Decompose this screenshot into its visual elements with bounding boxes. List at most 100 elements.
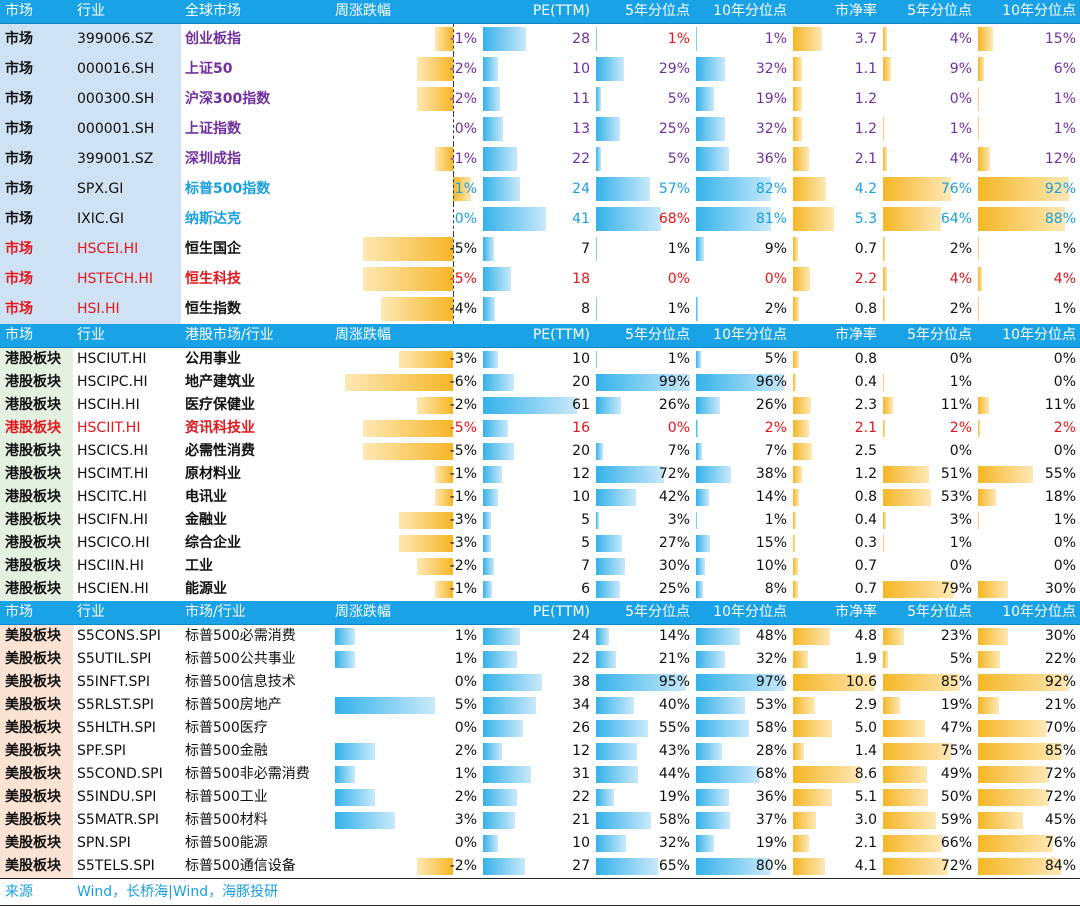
pb-10y-percentile-cell-bar bbox=[978, 720, 1048, 737]
weekly-change-axis bbox=[453, 204, 454, 234]
pe-cell-bar bbox=[483, 207, 547, 231]
name-cell: 恒生指数 bbox=[185, 301, 241, 317]
pb-cell: 0.8 bbox=[791, 348, 881, 372]
pe-cell-bar bbox=[483, 743, 502, 760]
pb-cell: 0.4 bbox=[791, 371, 881, 394]
pe-5y-percentile-cell: 57% bbox=[594, 174, 694, 204]
category-cell: 市场 bbox=[0, 54, 73, 84]
table-row: 市场 399006.SZ 创业板指 -1% 28 1% 1% 3.7 4% 15% bbox=[0, 23, 1080, 55]
name-cell: 标普500材料 bbox=[185, 812, 268, 828]
pe-cell: 6 bbox=[481, 578, 594, 601]
weekly-change-axis bbox=[453, 234, 454, 264]
weekly-change-bar bbox=[417, 858, 453, 875]
pb-10y-percentile-cell-bar bbox=[978, 489, 996, 506]
weekly-change-value: -3% bbox=[449, 535, 477, 551]
pe-cell-value: 13 bbox=[572, 121, 590, 137]
pb-cell: 4.8 bbox=[791, 625, 881, 649]
weekly-change-cell: -5% bbox=[331, 264, 481, 294]
header-cell: 5年分位点 bbox=[881, 601, 976, 625]
header-cell: 行业 bbox=[73, 324, 181, 348]
header-cell: 周涨跌幅 bbox=[331, 0, 481, 24]
weekly-change-value: -6% bbox=[449, 374, 477, 390]
pb-cell: 3.7 bbox=[791, 24, 881, 55]
pe-5y-percentile-cell: 99% bbox=[594, 371, 694, 394]
header-cell: 市场 bbox=[0, 324, 73, 348]
table-row: 港股板块 HSCIH.HI 医疗保健业 -2% 61 26% 26% 2.3 11% 11% bbox=[0, 394, 1080, 417]
pe-10y-percentile-cell: 38% bbox=[694, 463, 791, 486]
name-cell: 恒生科技 bbox=[185, 271, 241, 287]
table-row: 市场 HSI.HI 恒生指数 -4% 8 1% 2% 0.8 2% 1% bbox=[0, 294, 1080, 324]
pb-cell-bar bbox=[793, 27, 822, 51]
pe-10y-percentile-cell: 82% bbox=[694, 174, 791, 204]
pe-5y-percentile-cell-bar bbox=[596, 651, 616, 668]
pe-cell-bar bbox=[483, 351, 499, 368]
pb-cell: 1.1 bbox=[791, 54, 881, 84]
weekly-change-bar bbox=[335, 766, 355, 783]
pe-5y-percentile-cell-value: 25% bbox=[658, 581, 690, 597]
pb-cell-bar bbox=[793, 443, 813, 460]
table-row: 市场 000300.SH 沪深300指数 -2% 11 5% 19% 1.2 0% 1% bbox=[0, 84, 1080, 114]
pe-5y-percentile-cell: 1% bbox=[594, 348, 694, 372]
pb-cell-bar bbox=[793, 351, 800, 368]
pb-5y-percentile-cell-value: 19% bbox=[940, 697, 972, 713]
pe-5y-percentile-cell: 42% bbox=[594, 486, 694, 509]
weekly-change-value: -1% bbox=[449, 489, 477, 505]
pe-5y-percentile-cell-value: 5% bbox=[667, 151, 690, 167]
weekly-change-value: -1% bbox=[449, 151, 477, 167]
weekly-change-axis bbox=[453, 84, 454, 114]
pe-cell: 18 bbox=[481, 264, 594, 294]
pb-10y-percentile-cell-bar bbox=[978, 147, 990, 171]
pb-cell-bar bbox=[793, 57, 802, 81]
header-cell: 市场 bbox=[0, 601, 73, 625]
pb-10y-percentile-cell-bar bbox=[978, 27, 993, 51]
pe-5y-percentile-cell: 7% bbox=[594, 440, 694, 463]
pb-cell: 10.6 bbox=[791, 671, 881, 694]
category-cell: 港股板块 bbox=[0, 578, 73, 601]
pe-5y-percentile-cell-value: 44% bbox=[658, 766, 690, 782]
pe-cell-value: 10 bbox=[572, 61, 590, 77]
header-cell: 5年分位点 bbox=[594, 0, 694, 24]
table-row: 市场 IXIC.GI 纳斯达克 0% 41 68% 81% 5.3 64% 88% bbox=[0, 204, 1080, 234]
pb-10y-percentile-cell: 1% bbox=[976, 114, 1080, 144]
name-cell: 纳斯达克 bbox=[185, 211, 241, 227]
table-row: 市场 000001.SH 上证指数 0% 13 25% 32% 1.2 1% 1% bbox=[0, 114, 1080, 144]
code-cell: S5UTIL.SPI bbox=[77, 651, 152, 667]
pb-5y-percentile-cell-bar bbox=[883, 466, 929, 483]
weekly-change-cell: -4% bbox=[331, 294, 481, 324]
pe-cell-bar bbox=[483, 512, 491, 529]
category-cell: 美股板块 bbox=[0, 832, 73, 855]
weekly-change-value: 1% bbox=[454, 651, 477, 667]
pe-10y-percentile-cell-value: 15% bbox=[755, 535, 787, 551]
pe-10y-percentile-cell-bar bbox=[696, 743, 722, 760]
pe-10y-percentile-cell-bar bbox=[696, 512, 697, 529]
pb-cell: 8.6 bbox=[791, 763, 881, 786]
pe-10y-percentile-cell: 36% bbox=[694, 786, 791, 809]
pe-5y-percentile-cell: 95% bbox=[594, 671, 694, 694]
pe-cell: 26 bbox=[481, 717, 594, 740]
header-cell: 市场 bbox=[0, 0, 73, 24]
category-cell: 美股板块 bbox=[0, 786, 73, 809]
pb-10y-percentile-cell-value: 92% bbox=[1044, 674, 1076, 690]
pb-cell-value: 0.7 bbox=[854, 241, 877, 257]
weekly-change-bar bbox=[417, 57, 453, 81]
pe-cell-bar bbox=[483, 374, 514, 391]
pb-5y-percentile-cell-value: 1% bbox=[949, 374, 972, 390]
weekly-change-value: -2% bbox=[449, 91, 477, 107]
pe-cell: 21 bbox=[481, 809, 594, 832]
pb-10y-percentile-cell: 6% bbox=[976, 54, 1080, 84]
pe-cell: 41 bbox=[481, 204, 594, 234]
pe-cell-value: 12 bbox=[572, 466, 590, 482]
code-cell: SPN.SPI bbox=[77, 835, 131, 851]
header-cell: 市净率 bbox=[791, 324, 881, 348]
pe-cell: 28 bbox=[481, 24, 594, 55]
pe-10y-percentile-cell-bar bbox=[696, 237, 705, 261]
code-cell: SPF.SPI bbox=[77, 743, 127, 759]
header-cell: 5年分位点 bbox=[881, 324, 976, 348]
name-cell: 上证指数 bbox=[185, 121, 241, 137]
pb-5y-percentile-cell-bar bbox=[883, 297, 885, 321]
pe-5y-percentile-cell: 68% bbox=[594, 204, 694, 234]
pe-5y-percentile-cell-bar bbox=[596, 207, 661, 231]
pb-5y-percentile-cell-value: 4% bbox=[949, 271, 972, 287]
weekly-change-cell: 3% bbox=[331, 809, 481, 832]
pe-10y-percentile-cell-bar bbox=[696, 535, 710, 552]
